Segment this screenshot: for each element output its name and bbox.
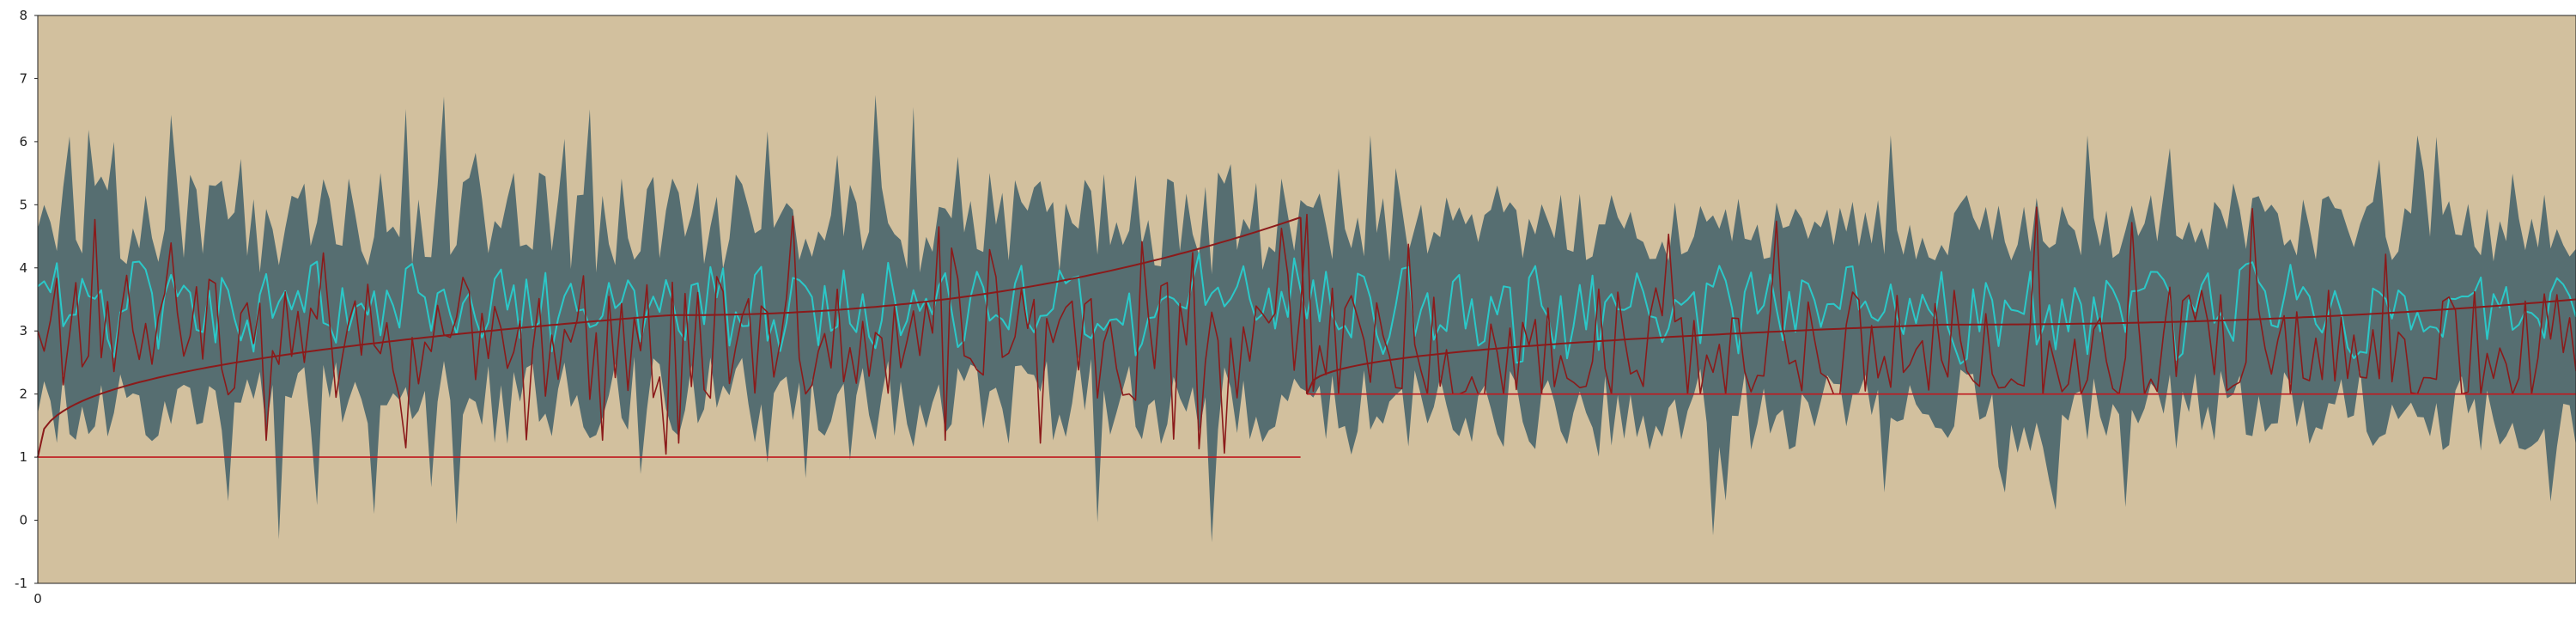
- y-tick-label: 3: [19, 323, 27, 338]
- plot-frame: [37, 15, 2576, 584]
- y-tick-label: 2: [19, 387, 27, 402]
- x-tick-label: 0: [33, 591, 42, 607]
- y-tick-label: 7: [19, 70, 27, 86]
- y-tick-label: 1: [19, 449, 27, 465]
- series-cumulative-mean-2: [1306, 298, 2576, 395]
- y-tick-label: -1: [15, 576, 27, 591]
- y-tick-label: 0: [19, 513, 27, 528]
- series-cumulative-mean-1: [37, 216, 1301, 458]
- axes-layer: -1 0 1 2 3 4 5 6 7 8 0: [15, 8, 2576, 607]
- y-tick-label: 5: [19, 197, 27, 212]
- series-cyan-line: [37, 252, 2576, 365]
- series-red-line: [37, 206, 2576, 455]
- y-tick-label: 6: [19, 134, 27, 149]
- series-lines-layer: [37, 206, 2576, 458]
- series-mean-reset-line: [1299, 216, 1308, 394]
- y-tick-label: 4: [19, 260, 27, 276]
- y-tick-label: 8: [19, 8, 27, 23]
